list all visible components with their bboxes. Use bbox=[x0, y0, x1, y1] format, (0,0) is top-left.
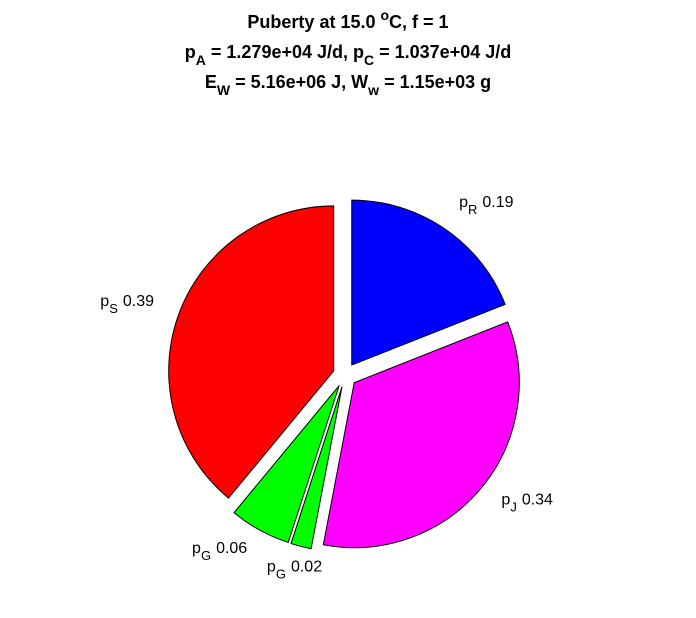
title-part: E bbox=[205, 72, 217, 92]
title-part: = 1.279e+04 J/d, p bbox=[206, 42, 364, 62]
title-part: w bbox=[367, 82, 379, 98]
title-part: A bbox=[196, 52, 206, 68]
pie-slice bbox=[290, 386, 343, 550]
label-symbol: p bbox=[192, 540, 201, 557]
slice-label: pG 0.06 bbox=[192, 540, 247, 563]
chart-title: Puberty at 15.0 oC, f = 1 bbox=[247, 7, 448, 32]
title-part: C bbox=[364, 52, 374, 68]
label-symbol: p bbox=[267, 559, 276, 576]
label-value: 0.02 bbox=[291, 559, 322, 576]
pie-slice bbox=[322, 321, 520, 549]
label-value: 0.34 bbox=[522, 491, 553, 508]
title-part: C, f = 1 bbox=[389, 12, 449, 32]
label-subscript: R bbox=[468, 202, 477, 217]
title-part: = 1.037e+04 J/d bbox=[374, 42, 511, 62]
slice-label: pR 0.19 bbox=[459, 194, 514, 217]
chart-title: EW = 5.16e+06 J, Ww = 1.15e+03 g bbox=[205, 72, 491, 98]
pie-slice bbox=[233, 385, 340, 544]
label-value: 0.39 bbox=[123, 293, 154, 310]
label-symbol: p bbox=[501, 491, 510, 508]
slice-label: pG 0.02 bbox=[267, 559, 322, 582]
pie-slice bbox=[351, 199, 506, 366]
label-subscript: S bbox=[109, 301, 118, 316]
label-subscript: G bbox=[276, 567, 286, 582]
chart-title: pA = 1.279e+04 J/d, pC = 1.037e+04 J/d bbox=[185, 42, 511, 68]
label-symbol: p bbox=[100, 293, 109, 310]
title-part: = 5.16e+06 J, W bbox=[230, 72, 368, 92]
slice-label: pJ 0.34 bbox=[501, 491, 553, 514]
title-part: o bbox=[380, 7, 389, 23]
title-part: Puberty at 15.0 bbox=[247, 12, 380, 32]
pie-slice bbox=[168, 205, 335, 499]
label-value: 0.06 bbox=[216, 540, 247, 557]
label-subscript: J bbox=[510, 499, 517, 514]
title-part: = 1.15e+03 g bbox=[379, 72, 491, 92]
title-part: W bbox=[217, 82, 231, 98]
slice-label: pS 0.39 bbox=[100, 293, 154, 316]
label-symbol: p bbox=[459, 194, 468, 211]
label-value: 0.19 bbox=[482, 194, 513, 211]
label-subscript: G bbox=[201, 548, 211, 563]
title-part: p bbox=[185, 42, 196, 62]
